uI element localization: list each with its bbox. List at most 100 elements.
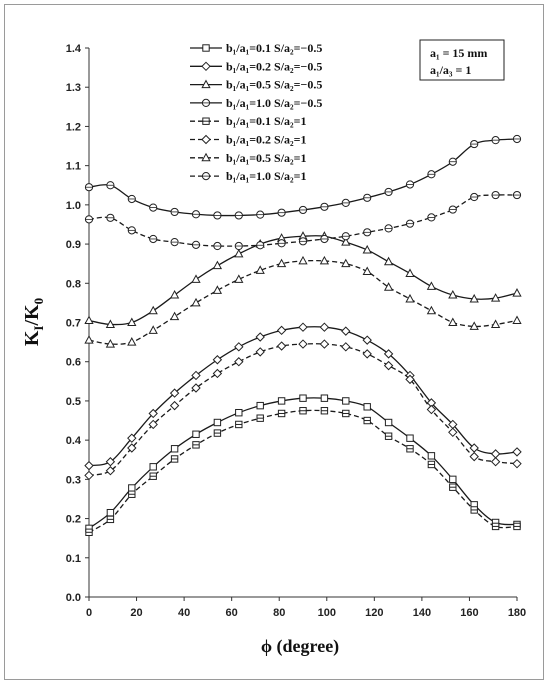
data-point xyxy=(427,452,436,460)
data-point xyxy=(84,215,94,224)
marker-triangle xyxy=(84,335,94,344)
legend-label: b₁/a₁=1.0 S/a₂=1 xyxy=(226,169,306,183)
data-point xyxy=(84,335,94,344)
y-tick-label: 1.2 xyxy=(66,121,81,133)
data-point xyxy=(298,237,308,246)
x-tick-label: 140 xyxy=(413,607,431,619)
data-point xyxy=(213,211,222,220)
data-point xyxy=(234,241,243,251)
data-point xyxy=(277,409,286,418)
data-point xyxy=(169,388,180,398)
data-point xyxy=(276,325,287,336)
marker-diamond xyxy=(383,360,394,371)
data-point xyxy=(192,441,200,449)
data-point xyxy=(341,237,351,246)
legend: b₁/a₁=0.1 S/a₂=−0.5 b₁/a₁=0.2 S/a₂=−0.5 b₁… xyxy=(190,41,322,183)
data-point xyxy=(148,305,158,315)
marker-diamond xyxy=(169,388,180,398)
annotation-box: a₁ = 15 mm a₁/a₃ = 1 xyxy=(419,39,505,81)
marker-triangle xyxy=(448,290,458,299)
marker-triangle xyxy=(426,305,437,315)
data-point xyxy=(235,408,243,417)
legend-marker xyxy=(201,152,211,162)
marker-diamond xyxy=(255,347,265,357)
data-point xyxy=(341,326,351,336)
marker-triangle xyxy=(191,297,201,307)
data-point xyxy=(212,355,223,365)
data-point xyxy=(277,239,286,248)
legend-marker xyxy=(202,117,210,125)
legend-marker xyxy=(201,134,211,145)
marker-triangle xyxy=(490,319,501,328)
data-point xyxy=(341,258,351,268)
data-point xyxy=(512,288,522,297)
marker-diamond xyxy=(84,460,94,471)
data-point xyxy=(319,339,330,349)
marker-diamond xyxy=(276,325,287,336)
marker-triangle xyxy=(362,244,372,254)
data-point xyxy=(512,315,522,325)
marker-diamond xyxy=(341,342,351,352)
y-tick-label: 1.0 xyxy=(66,200,81,212)
marker-triangle xyxy=(84,315,94,325)
data-point xyxy=(169,290,180,299)
marker-triangle xyxy=(383,282,394,291)
marker-triangle xyxy=(383,256,394,266)
marker-square xyxy=(235,408,243,417)
marker-diamond xyxy=(127,443,137,453)
data-point xyxy=(320,202,329,211)
legend-label: b₁/a₁=0.1 S/a₂=−0.5 xyxy=(226,41,322,55)
data-point xyxy=(213,418,222,427)
data-point xyxy=(191,210,201,219)
data-point xyxy=(470,506,478,514)
y-axis-title-sub1: I xyxy=(31,326,46,331)
legend-marker xyxy=(201,172,211,181)
marker-diamond xyxy=(105,466,116,476)
y-tick-label: 0.0 xyxy=(66,592,81,604)
marker-square xyxy=(363,403,371,411)
legend-label: b₁/a₁=0.5 S/a₂=1 xyxy=(226,151,306,165)
data-point xyxy=(169,311,180,321)
data-point xyxy=(384,224,393,233)
data-point xyxy=(512,190,522,200)
data-point xyxy=(277,397,286,405)
marker-diamond xyxy=(148,408,158,419)
marker-triangle xyxy=(405,268,415,277)
data-point xyxy=(406,434,414,442)
data-point xyxy=(341,342,351,352)
marker-diamond xyxy=(319,322,330,332)
marker-diamond xyxy=(469,451,479,462)
data-point xyxy=(127,226,136,235)
data-point xyxy=(384,187,393,197)
legend-entry-3: b₁/a₁=0.5 S/a₂=−0.5 xyxy=(190,78,322,92)
series-layer xyxy=(84,134,522,536)
marker-triangle xyxy=(448,317,458,326)
x-tick-label: 0 xyxy=(86,607,92,619)
marker-square xyxy=(427,452,436,460)
marker-triangle xyxy=(319,255,330,265)
marker-square xyxy=(170,445,179,453)
x-tick-label: 120 xyxy=(365,607,383,619)
x-tick-label: 60 xyxy=(226,607,238,619)
marker-diamond xyxy=(201,134,211,145)
data-point xyxy=(170,445,179,453)
data-point xyxy=(127,443,137,453)
marker-triangle xyxy=(148,325,158,334)
data-point xyxy=(383,256,394,266)
data-point xyxy=(128,484,136,492)
marker-square xyxy=(320,394,329,402)
marker-triangle xyxy=(512,288,522,297)
data-point xyxy=(234,342,244,352)
marker-triangle xyxy=(212,285,223,294)
data-point xyxy=(491,190,500,200)
marker-diamond xyxy=(127,433,137,443)
data-point xyxy=(342,397,350,405)
marker-diamond xyxy=(383,349,394,359)
marker-triangle xyxy=(276,258,287,268)
series-1 xyxy=(85,394,521,533)
data-point xyxy=(192,430,200,438)
data-point xyxy=(256,401,264,410)
marker-diamond xyxy=(191,370,201,381)
marker-triangle xyxy=(212,260,223,270)
data-point xyxy=(469,321,479,330)
